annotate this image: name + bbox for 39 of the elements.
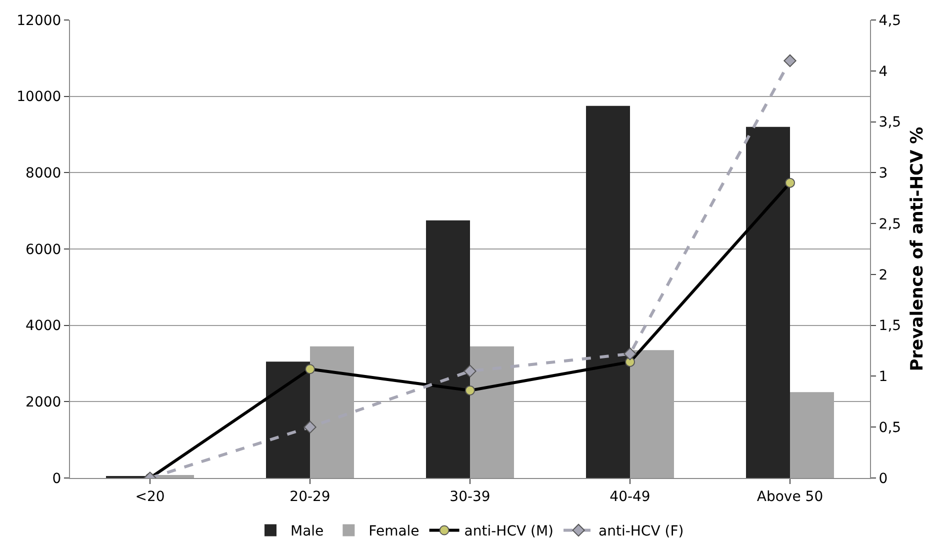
y2-tick-label: 0,5 <box>878 420 902 436</box>
y2-tick-label: 3,5 <box>878 114 902 131</box>
y-tick-label: 12000 <box>16 12 62 29</box>
y2-tick-label: 4 <box>878 64 888 80</box>
y2-tick-label: 4,5 <box>878 12 902 29</box>
bar <box>746 126 790 478</box>
y-tick-label: 6000 <box>26 242 62 258</box>
bar <box>630 350 674 478</box>
y2-tick-label: 2 <box>878 267 888 284</box>
bar <box>470 346 514 478</box>
x-tick-label: 30-39 <box>450 488 490 505</box>
y-tick-label: 0 <box>52 470 62 487</box>
y2-tick-label: 0 <box>878 470 888 487</box>
y-tick-label: 10000 <box>16 89 62 106</box>
bar <box>426 220 470 478</box>
y2-axis-title: Prevalence of anti-HCV % <box>908 126 928 372</box>
y-tick-label: 8000 <box>26 166 62 182</box>
legend-label: Male <box>290 524 324 540</box>
legend-label: anti-HCV (M) <box>464 524 554 540</box>
bar <box>310 346 354 478</box>
x-tick-label: 20-29 <box>290 488 330 505</box>
point <box>784 54 796 68</box>
legend-label: anti-HCV (F) <box>598 524 684 540</box>
bar <box>586 106 630 478</box>
y2-tick-label: 3 <box>878 166 888 182</box>
y2-tick-label: 1,5 <box>878 318 902 334</box>
x-tick-label: Above 50 <box>756 488 824 505</box>
bar <box>790 392 834 478</box>
point <box>464 364 476 378</box>
bar <box>266 362 310 478</box>
y-tick-label: 4000 <box>26 318 62 334</box>
y2-tick-label: 2,5 <box>878 216 902 232</box>
y-tick-label: 2000 <box>26 394 62 411</box>
x-tick-label: 40-49 <box>610 488 650 505</box>
legend-label: Female <box>368 524 420 540</box>
point <box>304 420 316 434</box>
x-tick-label: <20 <box>135 488 165 505</box>
point <box>624 347 636 360</box>
y2-tick-label: 1 <box>878 369 888 386</box>
